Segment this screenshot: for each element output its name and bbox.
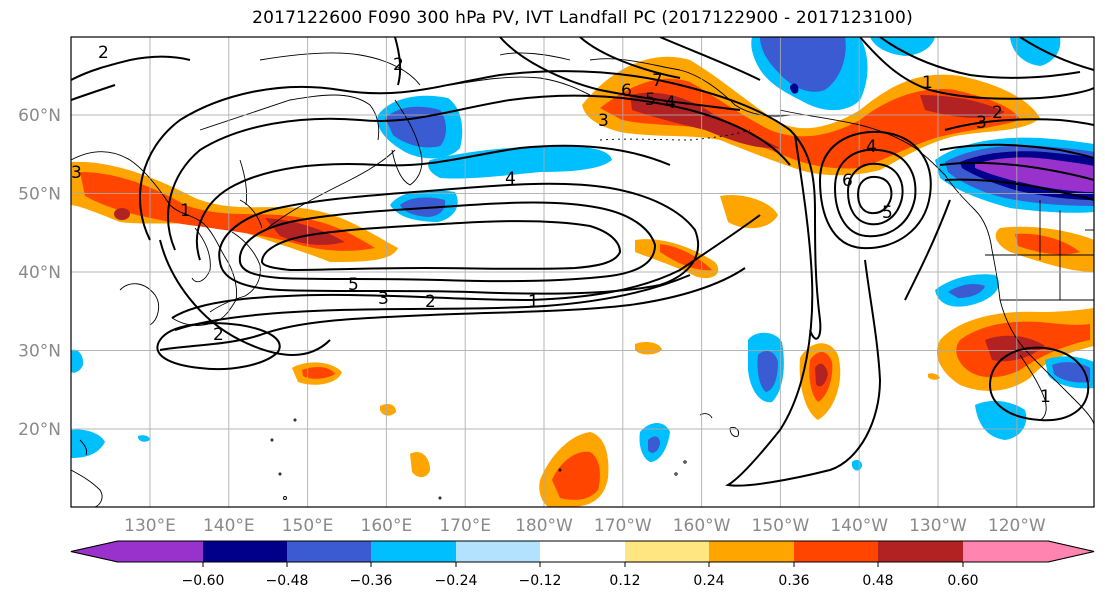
contour-label: 2 [425,292,436,312]
contour-label: 3 [976,113,987,133]
colorbar-tick-label: 0.60 [947,573,978,589]
contour-label: 4 [505,169,516,189]
map-title: 2017122600 F090 300 hPa PV, IVT Landfall… [252,8,913,28]
graticule [71,37,1094,507]
colorbar-tick-label: 0.36 [778,573,809,589]
colorbar-tick-label: −0.12 [519,573,562,589]
longitude-label: 170°W [594,516,652,536]
longitude-label: 170°E [439,516,491,536]
colorbar-max-arrow [1048,541,1094,562]
colorbar-border [70,540,1095,563]
colorbar-segment [625,541,709,562]
colorbar-segment [371,541,456,562]
colorbar-segment [540,541,625,562]
colorbar [70,540,1095,563]
colorbar-tick-label: −0.60 [182,573,225,589]
colorbar-tick-label: −0.36 [350,573,393,589]
contour-label: 6 [842,171,853,191]
contour-label: 1 [180,201,191,221]
pv-contours [71,37,1094,487]
colorbar-segment [456,541,540,562]
contour-labels: 2 2 4 5 3 2 1 2 3 6 7 4 5 4 6 5 1 2 3 1 … [71,43,1051,407]
contour-label: 6 [621,81,632,101]
longitude-label: 150°W [752,516,810,536]
colorbar-tick-label: −0.24 [435,573,478,589]
colorbar-tick-label: 0.12 [609,573,640,589]
contour-label: 2 [992,103,1003,123]
contour-label: 3 [598,111,609,131]
colorbar-segment [878,541,963,562]
contour-label: 4 [866,137,877,157]
latitude-labels: 60°N 50°N 40°N 30°N 20°N [18,106,61,440]
contour-label: 5 [348,275,359,295]
contour-label: 5 [645,90,656,110]
longitude-label: 140°W [830,516,888,536]
longitude-label: 140°E [203,516,255,536]
longitude-label: 120°W [988,516,1046,536]
coastlines [71,52,1094,507]
colorbar-segment [118,541,203,562]
colorbar-tick-label: 0.48 [862,573,893,589]
colorbar-tick-labels: −0.60 −0.48 −0.36 −0.24 −0.12 0.12 0.24 0.36 0.4… [182,562,979,589]
colorbar-segment [794,541,878,562]
longitude-label: 150°E [282,516,334,536]
longitude-label: 130°W [909,516,967,536]
colorbar-tick-label: −0.48 [266,573,309,589]
contour-label: 3 [71,163,82,183]
colorbar-tick-label: 0.24 [693,573,724,589]
colorbar-min-arrow [71,541,118,562]
colorbar-segment [709,541,794,562]
contour-label: 2 [213,325,224,345]
contour-label: 7 [652,71,663,91]
longitude-label: 130°E [124,516,176,536]
colorbar-segment [203,541,287,562]
longitude-label: 160°W [673,516,731,536]
latitude-label: 50°N [18,185,61,205]
contour-label: 4 [665,93,676,113]
contour-label: 2 [393,55,404,75]
longitude-label: 160°E [361,516,413,536]
map-frame [70,36,1095,508]
longitude-label: 180°W [515,516,573,536]
latitude-label: 20°N [18,420,61,440]
longitude-labels: 130°E 140°E 150°E 160°E 170°E 180°W 170°W 160°W… [124,516,1046,536]
contour-label: 5 [882,203,893,223]
latitude-label: 60°N [18,106,61,126]
contour-label: 1 [1040,387,1051,407]
latitude-label: 40°N [18,263,61,283]
contour-label: 1 [922,73,933,93]
ivt-positive-shading [71,56,1094,507]
latitude-label: 30°N [18,342,61,362]
contour-label: 1 [528,292,539,312]
ivt-shading [71,37,1094,507]
contour-label: 3 [378,289,389,309]
contour-label: 2 [98,43,109,63]
colorbar-segment [287,541,371,562]
